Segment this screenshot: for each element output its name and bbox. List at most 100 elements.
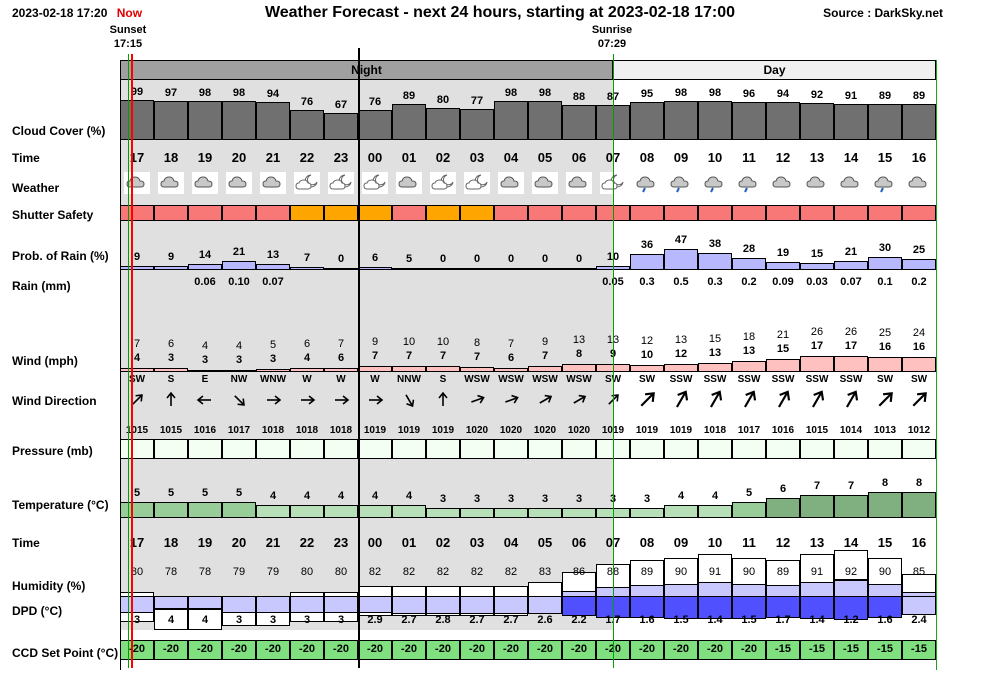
ccd-cell — [732, 640, 766, 660]
wind-bar — [120, 368, 154, 372]
temp-value: 3 — [541, 493, 549, 505]
weather-label: Weather — [12, 181, 60, 195]
time-cell: 15 — [877, 150, 893, 165]
cloud-bar — [800, 103, 834, 140]
rain-prob-bar — [766, 262, 800, 270]
humidity-value: 82 — [368, 566, 382, 578]
dpd-bar — [290, 596, 324, 613]
ccd-cell — [324, 640, 358, 660]
rain-mm-value: 0.5 — [673, 276, 689, 288]
humidity-value: 86 — [572, 566, 586, 578]
pressure-value: 1017 — [737, 425, 761, 436]
wind-gust-value: 13 — [674, 334, 688, 346]
ccd-value: -20 — [673, 643, 689, 655]
dpd-value: 4 — [167, 614, 175, 626]
wind-gust-value: 4 — [201, 340, 209, 352]
time-cell: 06 — [571, 535, 587, 550]
wind-dir-value: SSW — [805, 374, 829, 385]
wind-dir-value: WSW — [532, 374, 558, 385]
wind-gust-value: 6 — [303, 338, 311, 350]
humidity-value: 79 — [232, 566, 246, 578]
ccd-cell — [800, 640, 834, 660]
wind-bar — [562, 364, 596, 372]
rain-prob-value: 7 — [303, 252, 311, 264]
wind-dir-value: W — [336, 374, 346, 385]
pressure-value: 1019 — [635, 425, 659, 436]
rain-mm-value: 0.05 — [596, 276, 630, 288]
cloud-icon — [770, 172, 796, 194]
wind-speed-value: 17 — [810, 340, 824, 352]
shutter-cell — [222, 205, 256, 221]
wind-dir-value: SW — [638, 374, 656, 385]
pressure-value: 1012 — [907, 425, 931, 436]
rain-prob-value: 0 — [473, 253, 481, 265]
wind-gust-value: 26 — [844, 326, 858, 338]
cloud-icon — [260, 172, 286, 194]
dpd-value: 1.7 — [596, 614, 630, 626]
day-band-label: Day — [763, 63, 786, 77]
dpd-value: 3 — [235, 614, 243, 626]
ccd-value: -20 — [571, 643, 587, 655]
ccd-cell — [902, 640, 936, 660]
ccd-cell — [562, 640, 596, 660]
wind-gust-value: 21 — [776, 329, 790, 341]
cloud-bar — [834, 104, 868, 140]
prob-rain-label: Prob. of Rain (%) — [12, 249, 109, 263]
temp-value: 3 — [507, 493, 515, 505]
temperature-label: Temperature (°C) — [12, 498, 109, 512]
humidity-value: 92 — [844, 566, 858, 578]
humidity-value: 82 — [470, 566, 484, 578]
rain-prob-bar — [562, 268, 596, 270]
time-cell: 06 — [571, 150, 587, 165]
wind-dir-value: SW — [128, 374, 146, 385]
cloud-value: 76 — [300, 96, 314, 108]
pressure-value: 1020 — [567, 425, 591, 436]
wind-bar — [392, 366, 426, 372]
rain-icon — [736, 172, 762, 194]
wind-arrow-icon — [501, 390, 521, 410]
partly-cloudy-night-icon — [328, 172, 354, 194]
wind-gust-value: 7 — [337, 338, 345, 350]
pressure-cell — [290, 439, 324, 459]
ccd-value: -20 — [537, 643, 553, 655]
partly-cloudy-night-icon — [362, 172, 388, 194]
dpd-value: 1.4 — [809, 614, 825, 626]
time-cell: 11 — [742, 535, 756, 550]
wind-arrow-icon — [399, 390, 419, 410]
temp-bar — [732, 502, 766, 518]
ccd-value: -20 — [707, 643, 723, 655]
time-cell: 18 — [163, 535, 179, 550]
temp-bar — [460, 508, 494, 518]
wind-gust-value: 6 — [167, 338, 175, 350]
cloud-value: 98 — [674, 87, 688, 99]
rain-mm-value: 0.07 — [262, 276, 284, 288]
wind-dir-value: NNW — [397, 374, 421, 385]
cloud-bar — [222, 101, 256, 140]
ccd-label: CCD Set Point (°C) — [12, 646, 119, 660]
pressure-label: Pressure (mb) — [12, 444, 93, 458]
dpd-bar — [868, 596, 902, 618]
sunrise-line — [613, 54, 614, 668]
humidity-value: 91 — [708, 566, 722, 578]
ccd-cell — [698, 640, 732, 660]
sunset-line — [128, 54, 129, 668]
night-background — [120, 60, 613, 630]
cloud-bar — [868, 104, 902, 140]
time-cell: 23 — [333, 150, 349, 165]
wind-arrow-icon — [909, 390, 929, 410]
temp-bar — [664, 505, 698, 518]
wind-arrow-icon — [875, 390, 895, 410]
time-cell: 20 — [231, 150, 247, 165]
temp-value: 3 — [575, 493, 583, 505]
wind-speed-value: 7 — [371, 350, 379, 362]
cloud-icon — [804, 172, 830, 194]
ccd-value: -15 — [911, 643, 927, 655]
pressure-value: 1020 — [533, 425, 557, 436]
rain-prob-value: 0 — [337, 253, 345, 265]
shutter-cell — [766, 205, 800, 221]
pressure-cell — [902, 439, 936, 459]
dpd-bar — [392, 596, 426, 614]
rain-prob-bar — [222, 261, 256, 270]
cloud-bar — [290, 110, 324, 140]
rain-prob-bar — [630, 254, 664, 270]
